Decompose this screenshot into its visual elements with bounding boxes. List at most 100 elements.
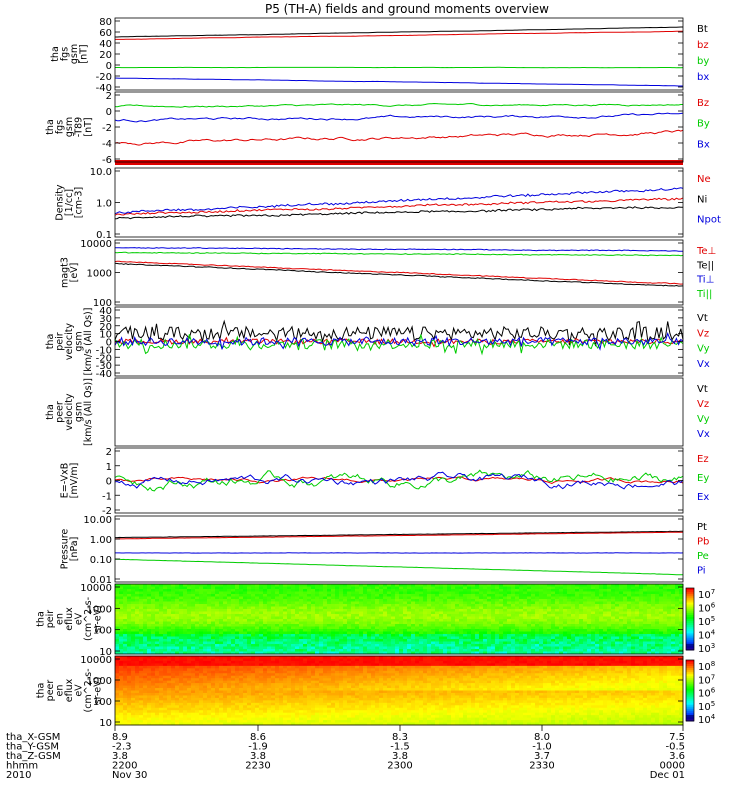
heatmap-cell [151,609,156,612]
heatmap-cell [211,619,216,622]
heatmap-cell [595,619,600,622]
heatmap-cell [271,591,276,595]
heatmap-cell [143,604,148,607]
heatmap-cell [115,710,120,714]
heatmap-cell [147,639,152,642]
heatmap-cell [435,631,440,635]
heatmap-cell [435,584,440,587]
heatmap-cell [315,586,320,590]
heatmap-cell [323,634,328,637]
heatmap-cell [119,690,124,694]
heatmap-cell [123,636,128,640]
heatmap-cell [459,606,464,610]
heatmap-cell [179,594,184,597]
heatmap-cell [447,649,452,652]
heatmap-cell [143,695,148,699]
heatmap-cell [187,658,192,662]
heatmap-cell [351,609,356,612]
heatmap-cell [131,614,136,617]
heatmap-cell [203,722,208,726]
heatmap-cell [191,596,196,600]
y-tick-label: 30 [99,314,112,325]
heatmap-cell [603,649,608,652]
heatmap-cell [675,646,680,650]
heatmap-cell [123,702,128,706]
heatmap-cell [283,629,288,632]
heatmap-cell [199,700,204,704]
heatmap-cell [179,601,184,605]
heatmap-cell [543,584,548,587]
heatmap-cell [383,631,388,635]
heatmap-cell [203,688,208,691]
heatmap-cell [163,665,168,669]
heatmap-cell [463,616,468,620]
heatmap-cell [283,611,288,615]
heatmap-cell [163,707,168,711]
heatmap-cell [531,631,536,635]
heatmap-cell [455,586,460,590]
heatmap-cell [163,710,168,714]
heatmap-cell [615,651,620,655]
heatmap-cell [151,589,156,592]
heatmap-cell [119,712,124,716]
y-tick-label: 10000 [80,239,112,250]
panel-frame [114,167,684,238]
heatmap-cell [319,624,324,627]
heatmap-cell [295,621,300,625]
heatmap-cell [187,705,192,709]
heatmap-cell [651,589,656,592]
heatmap-cell [327,609,332,612]
heatmap-cell [187,609,192,612]
heatmap-cell [135,651,140,655]
heatmap-cell [655,596,660,600]
heatmap-cell [155,697,160,701]
heatmap-cell [123,712,128,716]
heatmap-cell [155,644,160,647]
heatmap-cell [555,631,560,635]
heatmap-cell [167,591,172,595]
heatmap-cell [567,619,572,622]
heatmap-cell [411,609,416,612]
heatmap-cell [215,606,220,610]
heatmap-cell [127,604,132,607]
heatmap-cell [623,646,628,650]
heatmap-cell [651,591,656,595]
heatmap-cell [303,604,308,607]
heatmap-cell [427,591,432,595]
heatmap-cell [431,649,436,652]
heatmap-cell [271,651,276,655]
heatmap-cell [379,599,384,602]
heatmap-cell [215,660,220,664]
heatmap-cell [211,611,216,615]
heatmap-cell [527,626,532,630]
heatmap-cell [163,658,168,662]
heatmap-cell [347,604,352,607]
heatmap-cell [199,710,204,714]
heatmap-cell [159,584,164,587]
heatmap-cell [479,614,484,617]
heatmap-cell [451,589,456,592]
heatmap-cell [139,586,144,590]
heatmap-cell [315,626,320,630]
heatmap-cell [299,646,304,650]
heatmap-cell [139,629,144,632]
heatmap-cell [159,660,164,664]
heatmap-cell [575,624,580,627]
heatmap-cell [643,616,648,620]
heatmap-cell [235,601,240,605]
heatmap-cell [167,675,172,679]
heatmap-cell [235,621,240,625]
heatmap-cell [627,606,632,610]
heatmap-cell [291,606,296,610]
heatmap-cell [131,658,136,662]
heatmap-cell [127,634,132,637]
heatmap-cell [463,651,468,655]
heatmap-cell [587,596,592,600]
heatmap-cell [335,596,340,600]
heatmap-cell [583,591,588,595]
heatmap-cell [583,634,588,637]
heatmap-cell [351,651,356,655]
heatmap-cell [203,651,208,655]
figure-title: P5 (TH-A) fields and ground moments over… [265,2,549,16]
heatmap-cell [295,614,300,617]
